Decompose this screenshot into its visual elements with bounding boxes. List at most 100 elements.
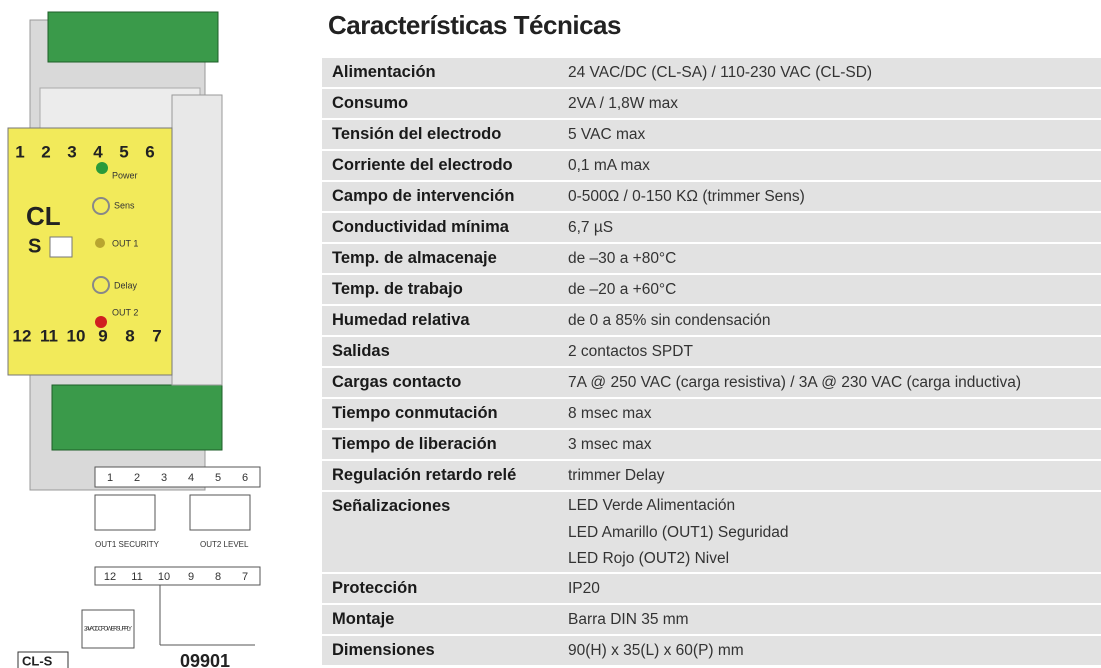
- spec-row: Señalizaciones LED Verde Alimentación LED …: [322, 492, 1101, 572]
- spec-value-line: de –20 a +60°C: [568, 281, 677, 298]
- spec-value: 2 contactos SPDT: [568, 337, 1101, 366]
- diagram-label: OUT2 LEVEL: [200, 540, 249, 549]
- diagram-terminal: 11: [131, 571, 142, 583]
- indicator-label: OUT 1: [112, 238, 138, 248]
- front-panel: [7, 127, 173, 376]
- diagram-label: OUT1 SECURITY: [95, 540, 160, 549]
- spec-label: Protección: [322, 574, 568, 603]
- spec-value-line: 8 msec max: [568, 405, 652, 422]
- diagram-terminal: 6: [242, 472, 248, 484]
- trimmer: [92, 197, 110, 215]
- spec-value: 3 msec max: [568, 430, 1101, 459]
- indicator-label: OUT 2: [112, 307, 138, 317]
- spec-row: Cargas contacto 7A @ 250 VAC (carga resis…: [322, 368, 1101, 397]
- spec-label: Conductividad mínima: [322, 213, 568, 242]
- model-label: CL: [26, 201, 61, 231]
- spec-label: Salidas: [322, 337, 568, 366]
- spec-value: de 0 a 85% sin condensación: [568, 306, 1101, 335]
- spec-value-line: 5 VAC max: [568, 126, 646, 143]
- spec-value-line: 3 msec max: [568, 436, 652, 453]
- spec-value-line: 6,7 µS: [568, 219, 614, 236]
- terminal-number: 1: [15, 142, 24, 161]
- terminal-number: 12: [13, 326, 32, 345]
- spec-row: Temp. de almacenaje de –30 a +80°C: [322, 244, 1101, 273]
- terminal-number: 4: [93, 142, 103, 161]
- spec-table: Alimentación 24 VAC/DC (CL-SA) / 110-230 …: [322, 58, 1101, 667]
- spec-value-line: 90(H) x 35(L) x 60(P) mm: [568, 641, 744, 659]
- terminal-block: [47, 11, 219, 63]
- indicator-label: Delay: [114, 280, 138, 290]
- terminal-number: 8: [125, 326, 134, 345]
- spec-label: Temp. de trabajo: [322, 275, 568, 304]
- spec-label: Temp. de almacenaje: [322, 244, 568, 273]
- spec-label-text: Montaje: [332, 609, 395, 628]
- diagram-terminal: 8: [215, 571, 221, 583]
- diagram-terminal: 10: [158, 571, 170, 583]
- spec-value-line: 2VA / 1,8W max: [568, 95, 678, 112]
- spec-label: Señalizaciones: [322, 492, 568, 572]
- terminal-number: 3: [67, 142, 76, 161]
- spec-value-line: LED Rojo (OUT2) Nivel: [568, 550, 730, 567]
- spec-value: 6,7 µS: [568, 213, 1101, 242]
- spec-label-text: Humedad relativa: [332, 311, 470, 329]
- spec-value-line: LED Amarillo (OUT1) Seguridad: [568, 523, 789, 541]
- diagram-terminal: 9: [188, 571, 194, 583]
- spec-value: 0-500Ω / 0-150 KΩ (trimmer Sens): [568, 182, 1101, 211]
- spec-label-text: Campo de intervención: [332, 187, 515, 205]
- label-box: [49, 236, 73, 258]
- spec-label: Alimentación: [322, 58, 568, 87]
- title: Características Técnicas: [328, 10, 621, 40]
- spec-row: Salidas 2 contactos SPDT: [322, 337, 1101, 366]
- terminal-number: 5: [119, 142, 128, 161]
- model-box: [17, 651, 69, 668]
- spec-label-text: Tiempo conmutación: [332, 404, 498, 422]
- spec-row: Consumo 2VA / 1,8W max: [322, 89, 1101, 118]
- diagram-model: CL-S: [22, 653, 53, 668]
- spec-row: Montaje Barra DIN 35 mm: [322, 604, 1101, 634]
- spec-value-line: de –30 a +80°C: [568, 250, 677, 267]
- led-green: [96, 162, 108, 174]
- led-yellow: [95, 238, 105, 248]
- spec-row: Protección IP20: [322, 573, 1101, 603]
- led-red: [95, 316, 107, 328]
- diagram-terminal: 3: [161, 472, 167, 484]
- spec-label: Montaje: [322, 605, 568, 634]
- relay-box: [189, 494, 251, 531]
- indicator-label: Power: [112, 170, 138, 180]
- terminal-number: 6: [145, 142, 154, 161]
- spec-value: de –30 a +80°C: [568, 244, 1101, 273]
- terminal-block: [51, 384, 223, 451]
- diagram-terminal: 1: [107, 472, 113, 484]
- diagram-terminal: 12: [104, 571, 116, 583]
- spec-value-line: IP20: [568, 579, 600, 597]
- spec-value: 7A @ 250 VAC (carga resistiva) / 3A @ 23…: [568, 368, 1101, 397]
- spec-label-text: Regulación retardo relé: [332, 466, 517, 484]
- spec-label-text: Temp. de almacenaje: [332, 249, 497, 267]
- spec-value-line: 0-500Ω / 0-150 KΩ (trimmer Sens): [568, 188, 805, 205]
- spec-value: de –20 a +60°C: [568, 275, 1101, 304]
- terminal-number: 9: [98, 326, 107, 345]
- spec-row: Temp. de trabajo de –20 a +60°C: [322, 275, 1101, 304]
- spec-label-text: Corriente del electrodo: [332, 156, 513, 174]
- terminal-number: 10: [67, 326, 86, 345]
- spec-label-text: Salidas: [332, 342, 390, 360]
- spec-value: IP20: [568, 574, 1101, 603]
- spec-label-text: Protección: [332, 578, 418, 597]
- spec-label-text: Tiempo de liberación: [332, 435, 497, 453]
- spec-row: Dimensiones 90(H) x 35(L) x 60(P) mm: [322, 635, 1101, 665]
- spec-value-line: 0,1 mA max: [568, 157, 650, 174]
- diagram-terminals: [94, 566, 261, 586]
- spec-row: Tiempo conmutación 8 msec max: [322, 399, 1101, 428]
- spec-value-line: 7A @ 250 VAC (carga resistiva) / 3A @ 23…: [568, 374, 1022, 391]
- spec-label-text: Cargas contacto: [332, 373, 462, 391]
- spec-value: 5 VAC max: [568, 120, 1101, 149]
- diagram-terminal: 7: [242, 571, 248, 583]
- diagram-terminals: [94, 466, 261, 488]
- spec-label-text: Alimentación: [332, 63, 436, 81]
- spec-label-text: Señalizaciones: [332, 497, 451, 515]
- spec-value-line: Barra DIN 35 mm: [568, 610, 689, 628]
- spec-label: Tensión del electrodo: [322, 120, 568, 149]
- diagram-terminal: 4: [188, 472, 194, 484]
